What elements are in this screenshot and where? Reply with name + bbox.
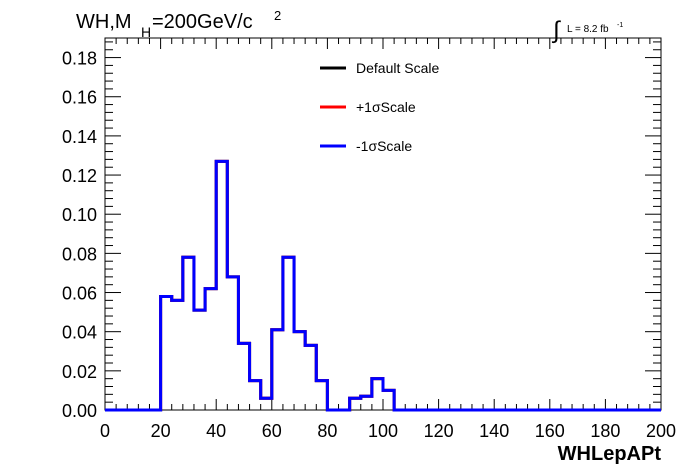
chart-title-superscript: 2 bbox=[274, 8, 281, 23]
y-tick-label: 0.18 bbox=[62, 49, 97, 69]
legend: Default Scale +1σScale -1σScale bbox=[320, 60, 439, 154]
x-tick-label: 40 bbox=[206, 421, 226, 441]
y-tick-label: 0.06 bbox=[62, 284, 97, 304]
x-tick-label: 120 bbox=[424, 421, 454, 441]
x-tick-label: 180 bbox=[590, 421, 620, 441]
series-line-0 bbox=[105, 159, 661, 412]
x-tick-label: 160 bbox=[535, 421, 565, 441]
x-tick-label: 20 bbox=[151, 421, 171, 441]
y-tick-label: 0.16 bbox=[62, 88, 97, 108]
plot-frame bbox=[104, 37, 662, 411]
x-tick-label: 0 bbox=[100, 421, 110, 441]
chart-title-subscript: H bbox=[141, 24, 151, 40]
y-tick-label: 0.14 bbox=[62, 127, 97, 147]
lumi-integral-symbol: ∫ bbox=[551, 17, 561, 44]
x-axis: 0 20 40 60 80 100 120 140 160 180 200 bbox=[100, 38, 676, 441]
series-group bbox=[105, 159, 661, 412]
legend-label: Default Scale bbox=[356, 60, 439, 76]
y-tick-label: 0.10 bbox=[62, 205, 97, 225]
y-tick-label: 0.02 bbox=[62, 362, 97, 382]
series-line-1 bbox=[105, 159, 661, 412]
legend-label: -1σScale bbox=[356, 138, 412, 154]
x-tick-label: 140 bbox=[479, 421, 509, 441]
y-axis: 0.00 0.02 0.04 0.06 0.08 0.10 0.12 0.14 0.16 0.18 bbox=[62, 41, 661, 421]
x-tick-label: 60 bbox=[262, 421, 282, 441]
x-tick-label: 100 bbox=[368, 421, 398, 441]
y-tick-label: 0.08 bbox=[62, 244, 97, 264]
x-tick-label: 200 bbox=[646, 421, 676, 441]
lumi-text: L = 8.2 fb bbox=[567, 24, 609, 35]
chart-title-main: WH,M bbox=[76, 11, 132, 33]
legend-label: +1σScale bbox=[356, 99, 416, 115]
series-line-2 bbox=[105, 159, 661, 412]
y-tick-label: 0.00 bbox=[62, 401, 97, 421]
y-tick-label: 0.04 bbox=[62, 323, 97, 343]
lumi-superscript: -1 bbox=[617, 22, 623, 29]
y-tick-label: 0.12 bbox=[62, 166, 97, 186]
x-axis-label: WHLepAPt bbox=[558, 443, 662, 465]
x-tick-label: 80 bbox=[317, 421, 337, 441]
chart-title-rest: =200GeV/c bbox=[152, 11, 253, 33]
